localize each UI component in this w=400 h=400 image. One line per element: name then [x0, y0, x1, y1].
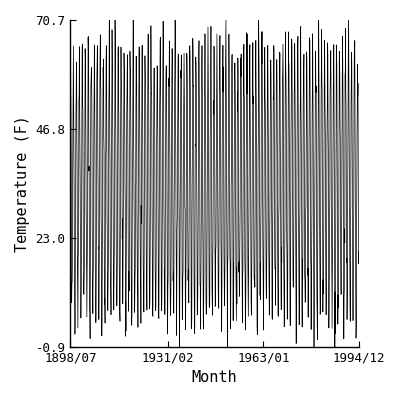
- Y-axis label: Temperature (F): Temperature (F): [15, 115, 30, 252]
- X-axis label: Month: Month: [192, 370, 237, 385]
